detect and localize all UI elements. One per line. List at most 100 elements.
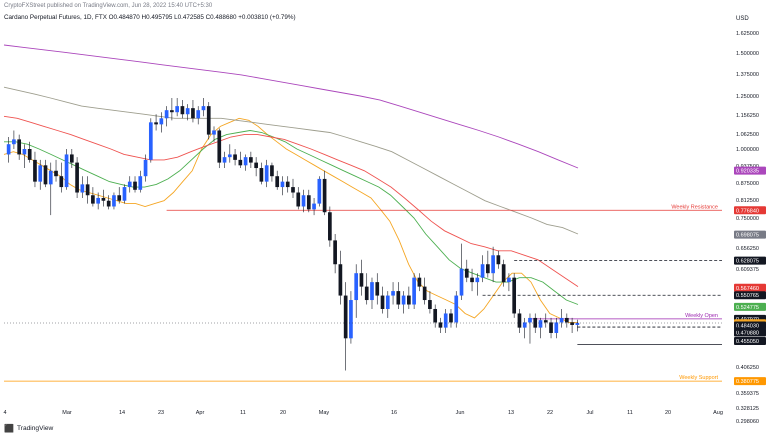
- x-tick-label: Mar: [62, 410, 72, 416]
- price-label-text: 0.628075: [736, 259, 759, 265]
- x-tick-label: 22: [547, 410, 553, 416]
- candle-body: [43, 165, 48, 185]
- y-tick-label: 1.062500: [736, 132, 759, 138]
- candle-body: [364, 286, 369, 301]
- level-label: Weekly Resistance: [671, 204, 718, 210]
- level-lines: Weekly Resistance Weekly Open Weekly Suppo…: [4, 204, 722, 382]
- candle-body: [106, 200, 111, 207]
- axis-unit: USD: [736, 16, 749, 22]
- level-label: Weekly Support: [679, 375, 718, 381]
- candle-body: [101, 197, 106, 201]
- ema-line: [3, 115, 579, 287]
- candle-body: [385, 295, 390, 309]
- candle-body: [486, 264, 490, 274]
- candle-body: [370, 282, 374, 301]
- x-tick-label: Aug: [713, 410, 723, 416]
- candles: [6, 98, 580, 371]
- candle-body: [227, 154, 232, 158]
- candle-body: [27, 149, 32, 160]
- x-tick-label: 16: [391, 410, 397, 416]
- publisher-header: CryptoFXStreet published on TradingView.…: [4, 3, 213, 9]
- candle-body: [201, 106, 206, 111]
- x-tick-label: Jun: [456, 410, 465, 416]
- candle-body: [196, 110, 201, 119]
- candle-body: [412, 277, 416, 305]
- candle-body: [454, 295, 459, 323]
- candle-body: [322, 178, 327, 213]
- price-label-text: 0.470880: [736, 331, 759, 337]
- x-tick-label: 23: [158, 410, 164, 416]
- countdown-text: 13:49:47: [736, 327, 757, 333]
- candle-body: [380, 295, 385, 309]
- candle-body: [222, 157, 227, 163]
- x-tick-label: 4: [3, 410, 6, 416]
- price-label-text: 0.567460: [736, 286, 759, 292]
- candle-body: [375, 282, 380, 296]
- x-tick-label: Apr: [196, 410, 205, 416]
- x-tick-label: 13: [508, 410, 514, 416]
- candle-body: [85, 184, 90, 196]
- price-label-bg: [734, 377, 766, 386]
- x-tick-label: 11: [240, 410, 246, 416]
- candle-body: [328, 212, 332, 241]
- candle-body: [396, 291, 401, 305]
- price-label-bg: [734, 230, 766, 239]
- candle-body: [185, 108, 190, 115]
- candle-body: [317, 178, 322, 204]
- candle-body: [64, 154, 69, 188]
- candle-body: [312, 203, 316, 210]
- candle-body: [559, 317, 564, 323]
- price-label-bg: [734, 291, 766, 300]
- candle-body: [180, 106, 185, 115]
- candle-body: [507, 277, 511, 283]
- candle-body: [275, 176, 280, 188]
- candle-body: [243, 157, 248, 166]
- candle-body: [133, 181, 137, 190]
- price-label-bg: [734, 256, 766, 265]
- price-label-bg: [734, 321, 766, 330]
- tradingview-logo[interactable]: ⬛ TradingView: [4, 424, 53, 433]
- candle-body: [143, 159, 148, 177]
- candle-body: [259, 168, 264, 182]
- candle-body: [164, 110, 169, 119]
- price-label-text: 0.776840: [736, 208, 759, 214]
- y-tick-label: 1.500000: [736, 51, 759, 57]
- y-tick-label: 1.250000: [736, 94, 759, 100]
- y-tick-label: 0.812500: [736, 198, 759, 204]
- candle-body: [359, 273, 364, 287]
- ema-line: [3, 86, 579, 235]
- candle-body: [285, 181, 290, 188]
- candle-body: [233, 154, 237, 160]
- candle-body: [80, 184, 85, 193]
- price-axis: USD 1.625000 1.500000 1.375000 1.250000 1.156…: [736, 16, 759, 425]
- candle-body: [249, 157, 253, 163]
- candle-body: [264, 165, 269, 182]
- y-tick-label: 0.875000: [736, 181, 759, 187]
- y-tick-label: 1.625000: [736, 31, 759, 37]
- candle-body: [533, 317, 538, 328]
- candle-body: [301, 195, 306, 207]
- x-tick-label: May: [319, 410, 330, 416]
- candle-body: [254, 162, 258, 169]
- candle-body: [501, 264, 506, 283]
- candle-body: [422, 286, 427, 301]
- candle-body: [338, 264, 343, 296]
- candle-body: [564, 317, 569, 323]
- y-tick-label: 1.000000: [736, 147, 759, 153]
- candle-body: [6, 144, 11, 155]
- candle-body: [449, 313, 453, 323]
- candle-body: [112, 195, 116, 207]
- candle-body: [470, 277, 474, 283]
- y-tick-label: 0.750000: [736, 216, 759, 222]
- candle-body: [59, 176, 64, 188]
- price-label-bg: [734, 166, 766, 175]
- candle-body: [517, 313, 522, 328]
- candle-body: [475, 277, 480, 283]
- price-label-bg: [734, 336, 766, 345]
- candle-body: [391, 291, 395, 296]
- candle-body: [96, 197, 100, 204]
- x-tick-label: 11: [627, 410, 633, 416]
- level-label: Weekly Open: [685, 313, 718, 319]
- candle-body: [549, 322, 553, 333]
